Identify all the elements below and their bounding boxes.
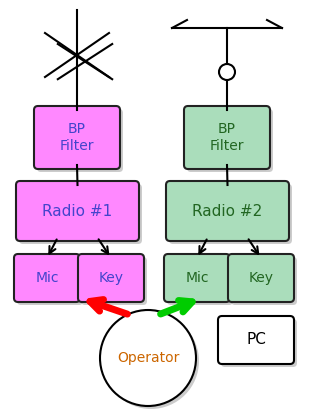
FancyBboxPatch shape xyxy=(187,109,273,172)
FancyBboxPatch shape xyxy=(19,184,142,244)
Text: BP
Filter: BP Filter xyxy=(60,122,94,153)
Text: BP
Filter: BP Filter xyxy=(210,122,244,153)
FancyBboxPatch shape xyxy=(166,181,289,241)
FancyBboxPatch shape xyxy=(228,254,294,302)
FancyBboxPatch shape xyxy=(78,254,144,302)
Text: Mic: Mic xyxy=(185,271,209,285)
FancyBboxPatch shape xyxy=(14,254,80,302)
FancyBboxPatch shape xyxy=(184,106,270,169)
FancyBboxPatch shape xyxy=(218,316,294,364)
FancyBboxPatch shape xyxy=(37,109,123,172)
Circle shape xyxy=(219,64,235,80)
Text: Key: Key xyxy=(249,271,273,285)
Text: Radio #2: Radio #2 xyxy=(193,203,263,218)
Text: Mic: Mic xyxy=(35,271,59,285)
FancyBboxPatch shape xyxy=(34,106,120,169)
Text: Key: Key xyxy=(99,271,123,285)
FancyBboxPatch shape xyxy=(81,257,147,305)
FancyBboxPatch shape xyxy=(16,181,139,241)
FancyBboxPatch shape xyxy=(164,254,230,302)
FancyBboxPatch shape xyxy=(169,184,292,244)
Text: Radio #1: Radio #1 xyxy=(42,203,113,218)
Circle shape xyxy=(103,313,199,409)
Text: Operator: Operator xyxy=(117,351,179,365)
FancyBboxPatch shape xyxy=(17,257,83,305)
Circle shape xyxy=(100,310,196,406)
FancyBboxPatch shape xyxy=(221,319,297,367)
FancyBboxPatch shape xyxy=(231,257,297,305)
Text: PC: PC xyxy=(246,332,266,347)
FancyBboxPatch shape xyxy=(167,257,233,305)
